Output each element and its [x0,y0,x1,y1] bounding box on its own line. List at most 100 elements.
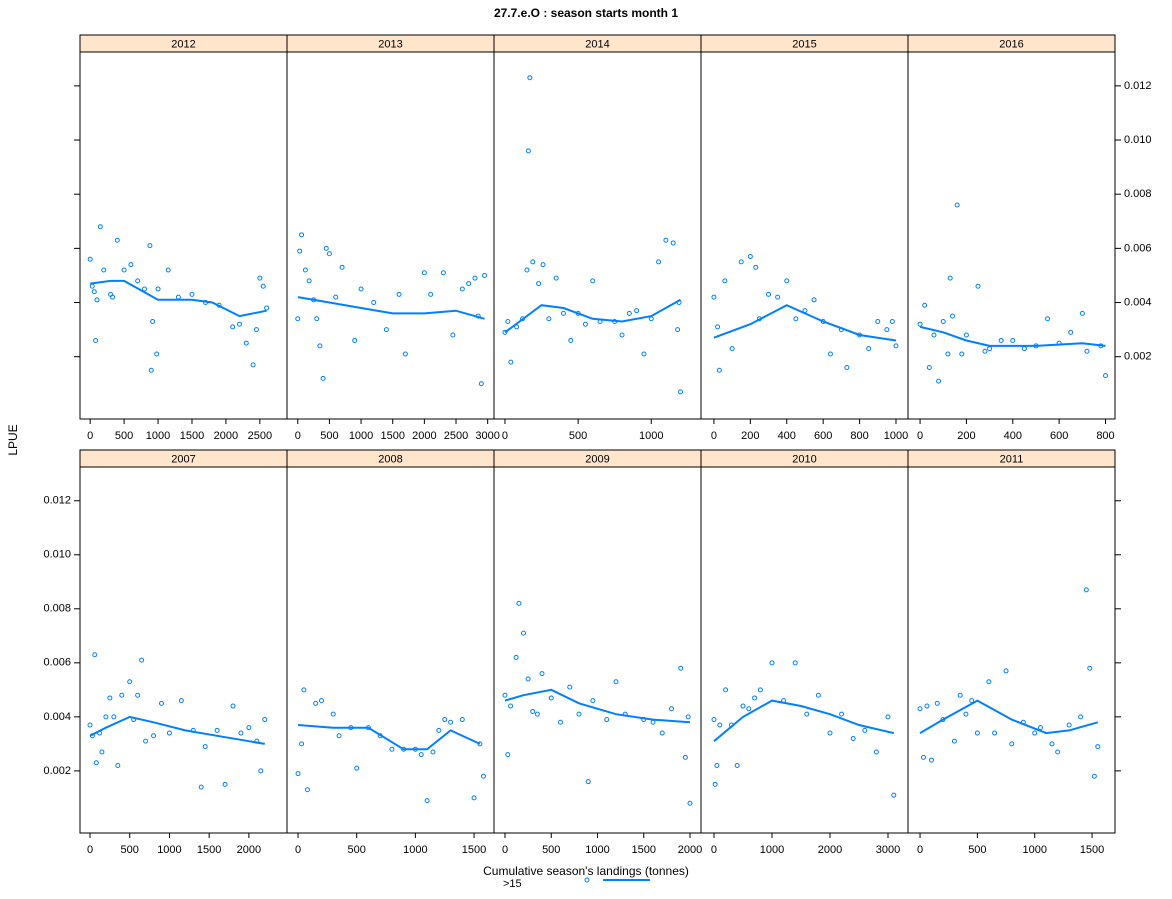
smooth-line [713,304,897,342]
x-tick-label: 0 [711,844,717,856]
data-point [333,294,339,300]
data-point [306,278,312,284]
data-point [711,717,717,723]
smooth-line [504,298,681,334]
y-tick-label: 0.008 [43,603,71,615]
data-point [358,286,364,292]
data-point [502,692,508,698]
x-tick-label: 500 [542,844,560,856]
x-tick-label: 500 [569,430,587,442]
data-point [714,762,720,768]
data-point [687,800,693,806]
data-point [850,735,856,741]
data-point [619,332,625,338]
data-point [1037,725,1043,731]
data-point [202,744,208,750]
y-tick-label: 0.008 [1124,188,1152,200]
data-point [747,253,753,259]
data-point [875,318,881,324]
x-tick-label: 0 [295,430,301,442]
data-point [299,232,305,238]
x-tick-label: 0 [917,844,923,856]
data-point [950,313,956,319]
data-point [119,692,125,698]
x-tick-label: 500 [348,844,366,856]
x-tick-label: 3000 [475,430,499,442]
data-point [634,308,640,314]
data-point [1087,665,1093,671]
data-point [466,281,472,287]
y-tick-label: 0.006 [1124,242,1152,254]
data-point [1078,714,1084,720]
y-tick-label: 0.010 [1124,134,1152,146]
y-tick-label: 0.006 [43,657,71,669]
data-point [711,294,717,300]
data-point [954,202,960,208]
y-tick-label: 0.002 [1124,351,1152,363]
data-point [354,765,360,771]
data-point [505,318,511,324]
x-tick-label: 3000 [876,844,900,856]
data-point [97,224,103,230]
data-point [558,719,564,725]
data-point [1083,587,1089,593]
x-tick-label: 500 [320,430,338,442]
y-tick-label: 0.010 [43,549,71,561]
data-point [421,270,427,276]
data-point [505,752,511,758]
data-point [230,324,236,330]
data-point [804,711,810,717]
data-point [103,714,109,720]
data-point [536,281,542,287]
data-point [178,698,184,704]
data-point [165,267,171,273]
data-point [514,324,520,330]
data-point [682,754,688,760]
panel-frame [79,466,288,834]
data-point [641,351,647,357]
data-point [715,324,721,330]
data-point [336,733,342,739]
data-point [917,321,923,327]
smooth-line [713,699,895,742]
x-tick-label: 2000 [818,844,842,856]
data-point [753,264,759,270]
data-point [548,695,554,701]
data-point [815,692,821,698]
data-point [295,771,301,777]
data-point [121,267,127,273]
x-tick-label: 500 [968,844,986,856]
data-point [440,270,446,276]
data-point [986,679,992,685]
data-point [302,267,308,273]
panel-title: 2008 [378,453,402,465]
data-point [521,630,527,636]
data-point [115,762,121,768]
data-point [175,294,181,300]
data-point [839,711,845,717]
x-tick-label: 500 [115,430,133,442]
x-tick-label: 1500 [197,844,221,856]
data-point [482,272,488,278]
panel-title: 2007 [171,453,195,465]
data-point [582,321,588,327]
data-point [540,262,546,268]
data-point [963,332,969,338]
data-point [885,714,891,720]
data-point [539,671,545,677]
data-point [712,781,718,787]
x-tick-label: 1000 [585,844,609,856]
data-point [723,687,729,693]
data-point [323,245,329,251]
data-point [314,316,320,322]
data-point [924,703,930,709]
data-point [214,727,220,733]
data-point [873,749,879,755]
data-point [963,711,969,717]
data-point [320,375,326,381]
data-point [135,692,141,698]
data-point [524,267,530,273]
data-point [389,746,395,752]
data-point [508,359,514,365]
